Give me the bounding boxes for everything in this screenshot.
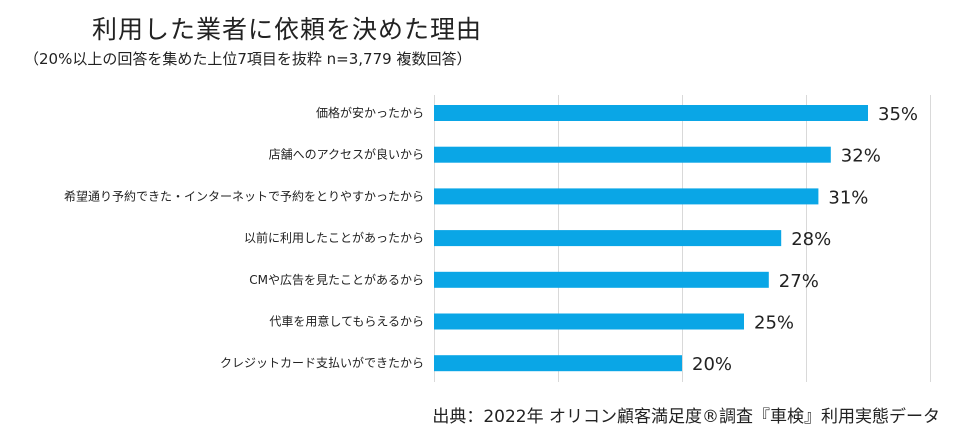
value-label-2: 31%	[828, 187, 868, 208]
value-label-5: 25%	[754, 313, 794, 334]
bar-4	[434, 271, 769, 288]
category-label-5: 代車を用意してもらえるから	[269, 314, 424, 329]
bars	[434, 105, 868, 372]
category-label-0: 価格が安かったから	[316, 105, 424, 120]
category-label-6: クレジットカード支払いができたから	[220, 355, 424, 370]
category-label-3: 以前に利用したことがあったから	[244, 230, 424, 245]
bar-2	[434, 188, 819, 205]
value-label-0: 35%	[878, 104, 918, 125]
bar-0	[434, 105, 868, 121]
category-label-2: 希望通り予約できた・インターネットで予約をとりやすかったから	[64, 188, 424, 203]
category-labels: 価格が安かったから店舗へのアクセスが良いから希望通り予約できた・インターネットで…	[64, 105, 424, 370]
category-label-4: CMや広告を見たことがあるから	[249, 272, 424, 287]
source-note: 出典：2022年 オリコン顧客満足度®調査『車検』利用実態データ	[432, 407, 940, 427]
category-label-1: 店舗へのアクセスが良いから	[269, 147, 424, 162]
bar-5	[434, 313, 744, 330]
value-label-4: 27%	[779, 271, 819, 292]
value-labels: 35% 32% 31% 28% 27% 25% 20%	[692, 104, 918, 375]
value-label-6: 20%	[692, 354, 732, 375]
chart-title: 利用した業者に依頼を決めた理由	[92, 15, 483, 44]
bar-6	[434, 355, 682, 372]
value-label-3: 28%	[791, 229, 831, 250]
value-label-1: 32%	[841, 146, 881, 167]
bar-1	[434, 146, 831, 163]
bar-3	[434, 230, 782, 247]
chart-subtitle: （20%以上の回答を集めた上位7項目を抜粋 n=3,779 複数回答）	[24, 50, 472, 68]
